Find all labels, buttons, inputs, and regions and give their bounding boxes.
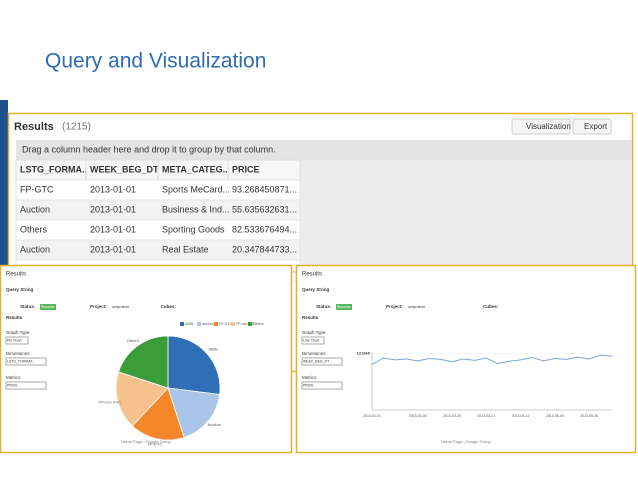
pie-slice [167, 387, 221, 438]
table-cell: 55.635632631... [232, 204, 297, 214]
legend-swatch [231, 322, 235, 326]
column-header-label: WEEK_BEG_DT [90, 164, 159, 174]
graph-type-label: Graph Type [6, 330, 30, 335]
status: Success [337, 305, 350, 309]
project-label: Project: [386, 304, 403, 309]
legend-swatch [197, 322, 201, 326]
table-cell: Real Estate [162, 244, 209, 254]
table-cell: 2013-01-01 [90, 204, 136, 214]
y-tick-label: 121660 [357, 351, 371, 356]
dimension-select[interactable] [5, 357, 47, 366]
status-badge [40, 304, 56, 310]
column-header-label: PRICE [232, 164, 260, 174]
status: Success [41, 305, 54, 309]
graph-type-select[interactable] [5, 336, 29, 345]
table-cell: Others [20, 224, 48, 234]
legend-swatch [180, 322, 184, 326]
panel-heading: Results [6, 272, 26, 278]
legend-label: FP-GTC [219, 322, 232, 326]
pie-label: ABIN [208, 347, 217, 352]
legend-label: Others [253, 322, 264, 326]
pie-label: Others [127, 338, 139, 343]
metrics-label: Metrics [302, 375, 317, 380]
column-header-label: META_CATEG... [162, 164, 230, 174]
pie-slice [115, 371, 169, 427]
column-header-label: LSTG_FORMA... [20, 164, 90, 174]
project: onlyminer [112, 304, 130, 309]
cubes-label: Cubes: [483, 304, 499, 309]
x-tick-label: 2013-01-01 [363, 414, 381, 418]
x-tick-label: 2013-05-30 [580, 414, 598, 418]
results-count: (1215) [62, 122, 91, 133]
table-cell: Sports MeCard... [162, 184, 230, 194]
table-cell: Auction [20, 204, 50, 214]
dimensions-label: Dimensions [302, 351, 326, 356]
pie-label: Auction [208, 422, 221, 427]
project-label: Project: [90, 304, 107, 309]
legend-label: Auction [202, 322, 214, 326]
project: onlyminer [408, 304, 426, 309]
x-tick-label: 2013-05-09 [546, 414, 564, 418]
pie-slice [131, 387, 185, 441]
table-cell: Business & Ind... [162, 204, 230, 214]
x-tick-label: 2013-02-25 [443, 414, 461, 418]
graph-type: Pie Chart [7, 338, 22, 342]
group-hint: Drag a column header here and drop it to… [22, 144, 276, 154]
x-tick-label: 2013-03-21 [477, 414, 495, 418]
legend-swatch [214, 322, 218, 326]
query-label: Query String [6, 287, 34, 292]
x-tick-label: 2013-02-05 [409, 414, 427, 418]
pie-slice [118, 335, 169, 389]
metric: PRICE [7, 383, 18, 387]
dimension-select[interactable] [301, 357, 343, 366]
table-cell: 82.533676494... [232, 224, 297, 234]
table-cell: 93.268450871... [232, 184, 297, 194]
table-cell: FP-GTC [20, 184, 54, 194]
cubes-label: Cubes: [161, 304, 177, 309]
x-tick-label: 2013-04-12 [512, 414, 530, 418]
pie-label: FP-GTC [147, 442, 162, 447]
slide-title: Query and Visualization [45, 50, 266, 73]
legend-label: ABIN [185, 322, 194, 326]
status-badge [336, 304, 352, 310]
metric: PRICE [303, 383, 314, 387]
pie-slice [167, 335, 221, 395]
dimension: LSTG_FORMAT... [7, 359, 35, 363]
status-label: Status: [316, 304, 332, 309]
table-cell: 2013-01-01 [90, 224, 136, 234]
series-line [371, 354, 613, 365]
metrics-label: Metrics [6, 375, 21, 380]
legend-swatch [248, 322, 252, 326]
footer: Home Page | Google Group [121, 439, 171, 444]
visualization-button[interactable] [511, 118, 571, 135]
panel-heading: Results [302, 272, 322, 278]
table-empty [300, 160, 632, 270]
group-bar [16, 140, 632, 160]
results-label: Results [302, 315, 319, 320]
metric-select[interactable] [301, 381, 343, 390]
footer: Home Page | Google Group [441, 439, 491, 444]
graph-type-label: Graph Type [302, 330, 326, 335]
export-label: Export [584, 122, 608, 131]
results-label: Results [6, 315, 23, 320]
query-label: Query String [302, 287, 330, 292]
legend-label: FP-non GTC [236, 322, 256, 326]
results-heading: Results [14, 121, 54, 133]
graph-type-select[interactable] [301, 336, 325, 345]
table-cell: 20.347844733... [232, 244, 297, 254]
dimension: WEEK_BEG_DT [303, 359, 330, 363]
visualization-label: Visualization [526, 122, 571, 131]
metric-select[interactable] [5, 381, 47, 390]
export-button[interactable] [572, 118, 612, 135]
pie-label: FP-non GTC [99, 399, 122, 404]
graph-type: Line Chart [303, 338, 319, 342]
table-cell: 2013-01-01 [90, 244, 136, 254]
table-cell: Auction [20, 244, 50, 254]
table-cell: Sporting Goods [162, 224, 225, 234]
side-strip [0, 100, 8, 375]
status-label: Status: [20, 304, 36, 309]
dimensions-label: Dimensions [6, 351, 30, 356]
table-cell: 2013-01-01 [90, 184, 136, 194]
